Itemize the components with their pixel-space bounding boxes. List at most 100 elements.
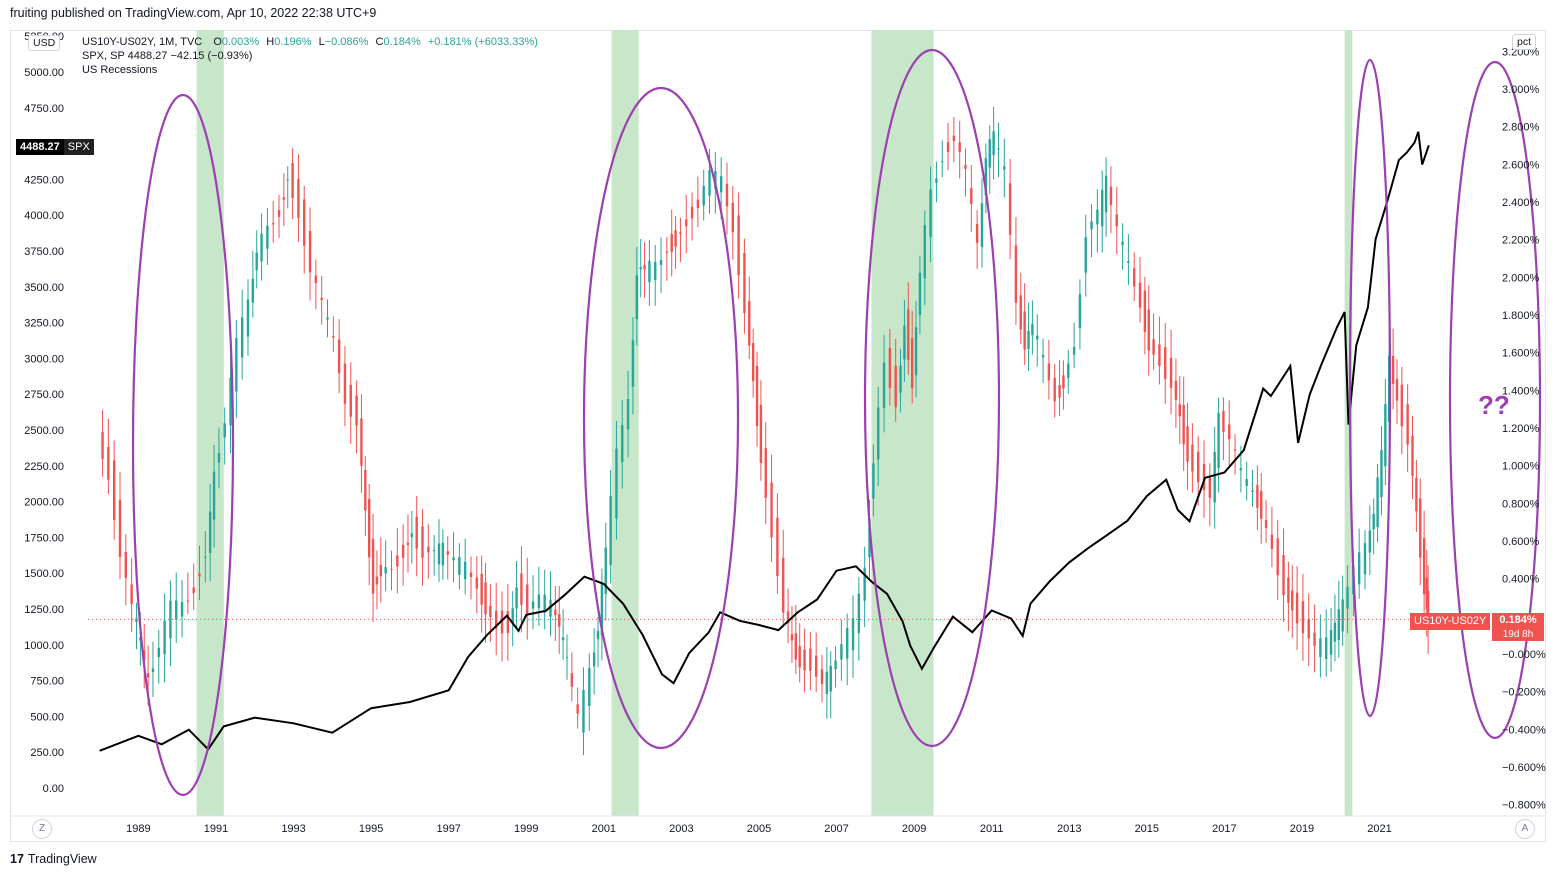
candle-body <box>217 453 221 463</box>
inversion-ellipse-3 <box>863 48 1001 748</box>
right-unit-box[interactable]: pct <box>1512 34 1537 50</box>
time-axis-tick: 2013 <box>1057 823 1081 835</box>
left-price-axis[interactable]: 5250.005000.004750.004250.004000.003750.… <box>24 31 64 795</box>
time-axis-tick: 1989 <box>126 823 150 835</box>
candle-body <box>609 496 612 565</box>
candle-body <box>343 363 347 404</box>
candle-body <box>1143 290 1147 332</box>
candle-body <box>786 611 790 624</box>
candle-body <box>531 601 535 609</box>
candle-body <box>980 203 984 247</box>
candle-body <box>1115 214 1118 227</box>
candle-body <box>914 327 918 376</box>
publisher-line: fruiting published on TradingView.com, A… <box>10 6 377 20</box>
candle-body <box>1217 412 1220 469</box>
annotation-ellipses[interactable] <box>131 48 1542 797</box>
candle-body <box>255 252 258 271</box>
candle-body <box>1208 476 1212 498</box>
candle-body <box>834 660 837 670</box>
candle-body <box>820 669 824 685</box>
candle-body <box>946 142 950 152</box>
candle-body <box>582 690 585 733</box>
chart-frame[interactable] <box>10 30 1546 842</box>
candle-body <box>511 608 514 623</box>
candle-body <box>1425 577 1428 609</box>
candle-body <box>615 448 618 519</box>
candle-body <box>975 224 979 243</box>
right-axis-tick: 2.600% <box>1502 159 1540 171</box>
time-axis[interactable]: 1989 1991 1993 1995 1997 1999 2001 2003 2005 2007… <box>10 815 1546 835</box>
candle-body <box>406 542 410 545</box>
right-price-axis[interactable]: 3.200%3.000%2.800%2.600%2.400%2.200%2.00… <box>1502 46 1546 811</box>
candle-body <box>798 646 801 668</box>
candle-body <box>427 546 430 553</box>
time-axis-tick: 1991 <box>204 823 228 835</box>
legend-l-label: L <box>318 36 325 48</box>
candle-body <box>349 384 352 417</box>
right-axis-tick: 0.800% <box>1502 498 1540 510</box>
candle-body <box>621 425 624 463</box>
tradingview-brand[interactable]: TradingView <box>27 852 97 866</box>
candle-body <box>192 587 195 594</box>
candle-body <box>1067 363 1070 378</box>
candle-body <box>929 189 932 237</box>
candle-body <box>1152 339 1155 355</box>
candle-body <box>561 637 565 641</box>
candle-body <box>151 668 155 673</box>
candle-body <box>696 199 700 208</box>
candle-body <box>631 340 635 387</box>
time-axis-tick: 2015 <box>1135 823 1159 835</box>
log-scale-z-button[interactable]: Z <box>32 819 52 839</box>
candle-body <box>480 573 483 605</box>
candle-body <box>576 704 579 714</box>
candle-body <box>654 261 657 281</box>
legend-spx-row[interactable]: SPX, SP 4488.27 −42.15 (−0.93%) <box>82 50 253 62</box>
candle-body <box>1182 404 1185 445</box>
candle-body <box>308 231 312 273</box>
candle-body <box>537 594 541 609</box>
footer: 17 TradingView <box>10 852 97 866</box>
candle-body <box>1415 477 1418 512</box>
candle-body <box>229 377 232 426</box>
legend-main-row[interactable]: US10Y-US02Y, 1M, TVC O0.003% H0.196% L−0… <box>82 35 538 49</box>
candle-body <box>923 225 926 279</box>
candle-body <box>286 179 289 181</box>
legend-recessions-row[interactable]: US Recessions <box>82 64 158 76</box>
candle-body <box>1395 379 1399 401</box>
right-axis-tick: 1.600% <box>1502 348 1540 360</box>
candle-body <box>1023 311 1026 350</box>
candle-body <box>1307 618 1310 639</box>
left-unit-box[interactable]: USD <box>28 35 61 51</box>
left-axis-tick: 0.00 <box>43 783 64 795</box>
candle-body <box>371 539 375 594</box>
candle-body <box>764 448 767 498</box>
candle-body <box>469 572 473 578</box>
candle-body <box>825 671 829 694</box>
right-axis-tick: −0.800% <box>1502 800 1546 812</box>
right-axis-tick: −0.000% <box>1502 649 1546 661</box>
legend-symbol[interactable]: US10Y-US02Y, 1M, TVC <box>82 36 203 48</box>
candle-body <box>935 178 938 184</box>
time-axis-tick: 2009 <box>902 823 926 835</box>
auto-scale-a-button[interactable]: A <box>1515 819 1535 839</box>
candle-body <box>1147 309 1150 351</box>
right-axis-tick: −0.200% <box>1502 687 1546 699</box>
left-axis-tick: 1500.00 <box>24 568 64 580</box>
candle-body <box>175 600 178 620</box>
candle-body <box>1191 444 1194 472</box>
candle-body <box>163 620 166 655</box>
candle-body <box>1062 375 1065 389</box>
candle-body <box>674 230 677 247</box>
candle-body <box>639 267 642 270</box>
candle-body <box>1391 356 1395 384</box>
candle-body <box>737 215 740 276</box>
candle-body <box>708 169 711 196</box>
inversion-ellipse-1 <box>131 93 235 797</box>
tradingview-logo-icon[interactable]: 17 <box>10 852 24 866</box>
candle-body <box>1287 577 1290 603</box>
left-axis-tick: 750.00 <box>30 676 64 688</box>
right-axis-tick: 3.000% <box>1502 84 1540 96</box>
left-axis-tick: 3250.00 <box>24 318 64 330</box>
candle-body <box>665 251 669 253</box>
